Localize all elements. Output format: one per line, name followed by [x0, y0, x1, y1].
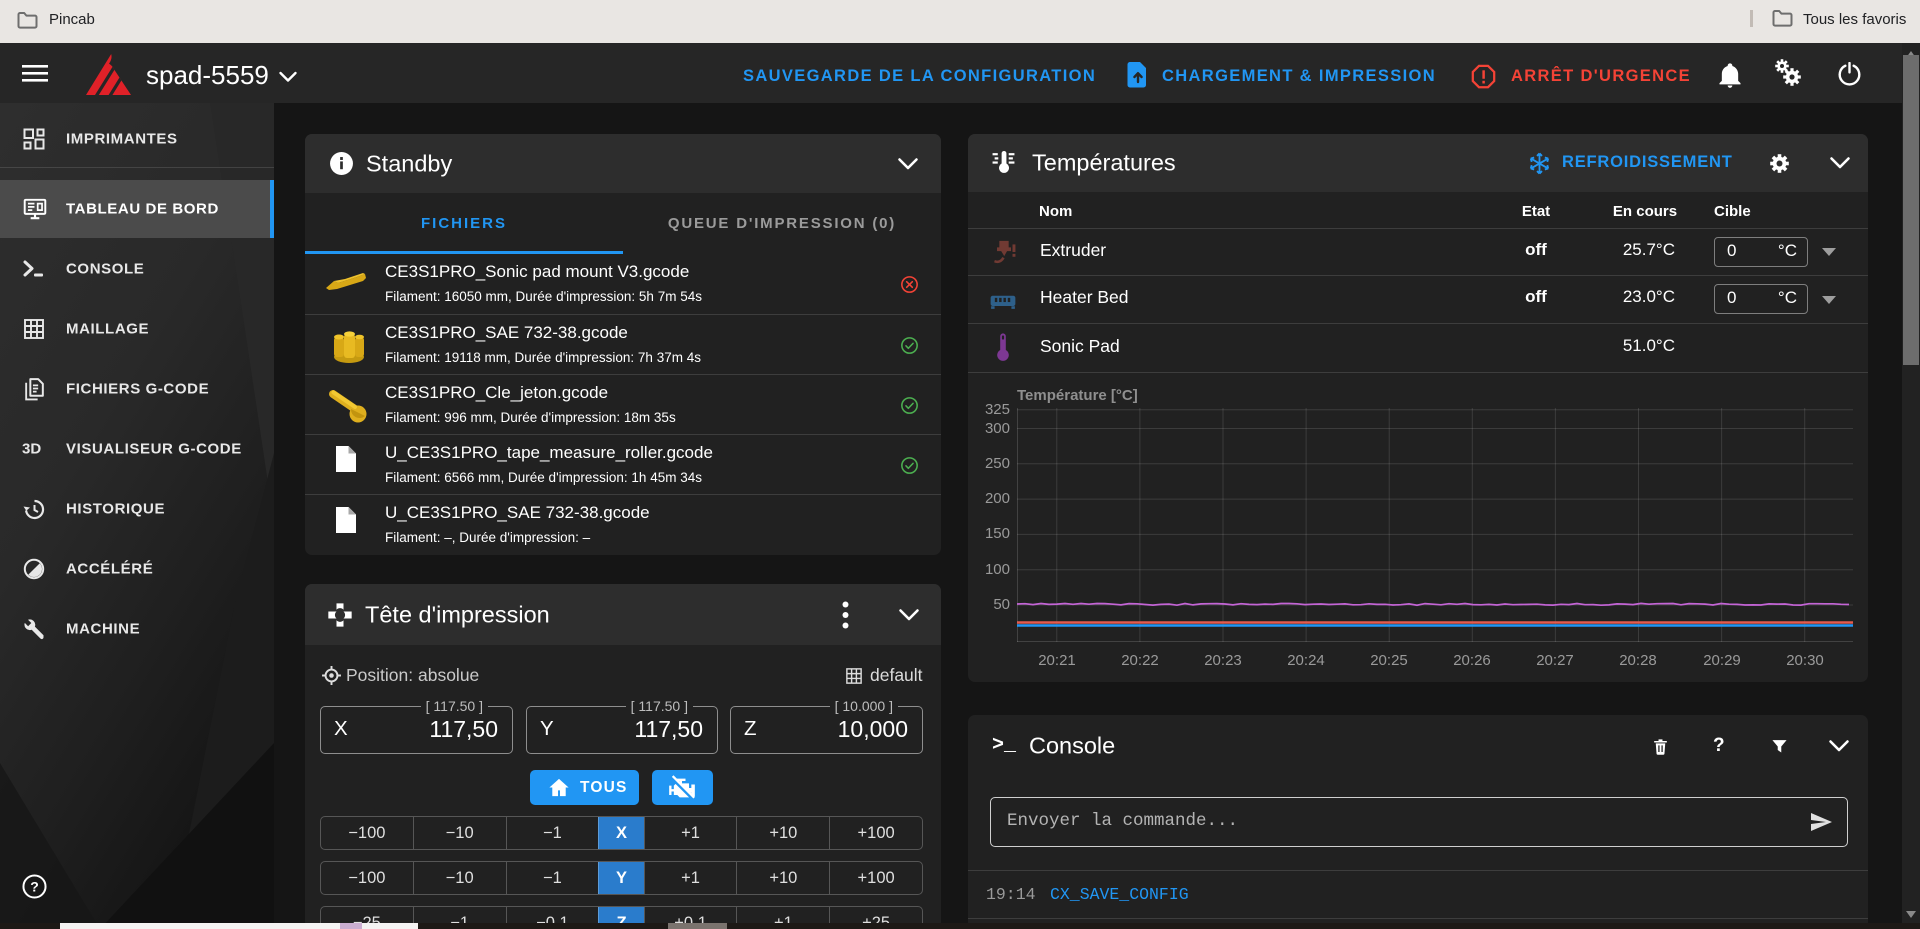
svg-text:?: ?	[30, 878, 39, 894]
